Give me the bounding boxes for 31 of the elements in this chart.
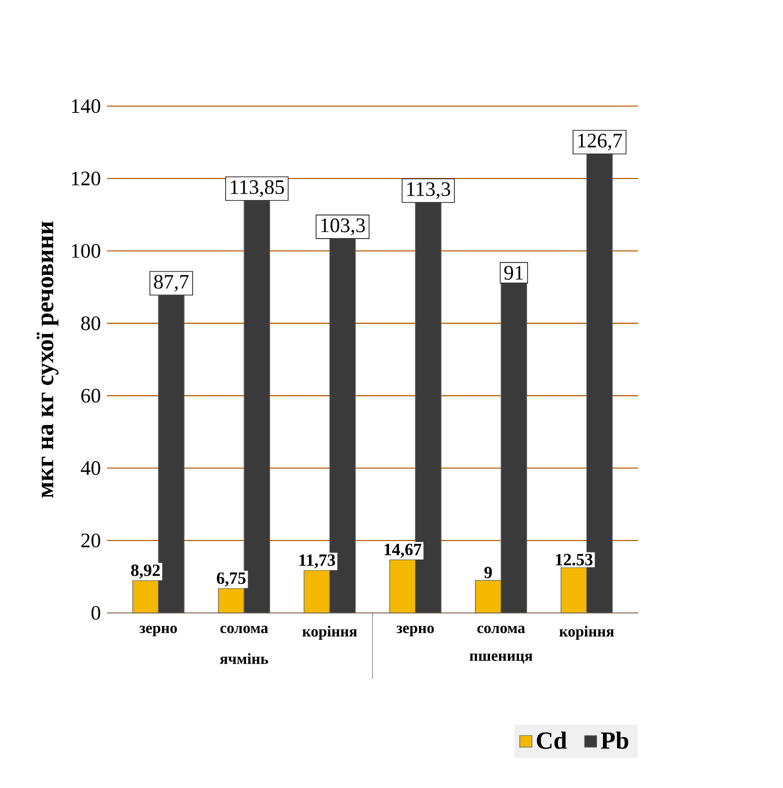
- x-tick-label: зерно: [396, 626, 434, 636]
- data-label: 113,85: [230, 180, 284, 198]
- data-label: 12.53: [556, 554, 592, 566]
- data-label: 14,67: [384, 544, 422, 558]
- y-axis-title: мкг на кг сухої речовини: [36, 221, 58, 498]
- y-tick-label: 20: [81, 534, 100, 548]
- y-tick-label: 60: [81, 388, 100, 403]
- y-tick-label: 40: [80, 461, 100, 476]
- y-tick-label: 0: [91, 606, 100, 620]
- text: пшениця: [470, 654, 532, 664]
- x-tick-label: солома: [220, 626, 268, 634]
- text: ячмінь: [220, 653, 268, 664]
- data-label: 87,7: [154, 274, 189, 292]
- x-tick-label: коріння: [302, 626, 357, 640]
- legend-label: Cd: [536, 732, 567, 749]
- data-label: 6,75: [216, 572, 246, 586]
- data-label: 103,3: [321, 218, 365, 236]
- data-label: 9: [484, 566, 492, 578]
- x-tick-label: зерно: [139, 626, 177, 636]
- data-label: 126,7: [578, 134, 622, 150]
- data-label: 11,73: [299, 554, 335, 568]
- x-tick-label: солома: [477, 626, 525, 634]
- x-tick-label: коріння: [559, 626, 614, 640]
- y-tick-label: 140: [72, 99, 100, 114]
- data-label: 113,3: [407, 182, 450, 200]
- y-tick-label: 120: [72, 172, 100, 186]
- legend-label: Pb: [600, 732, 628, 749]
- y-tick-label: 100: [72, 244, 100, 258]
- data-label: 91: [504, 266, 523, 280]
- data-label: 8,92: [131, 564, 160, 579]
- y-tick-label: 80: [81, 316, 100, 330]
